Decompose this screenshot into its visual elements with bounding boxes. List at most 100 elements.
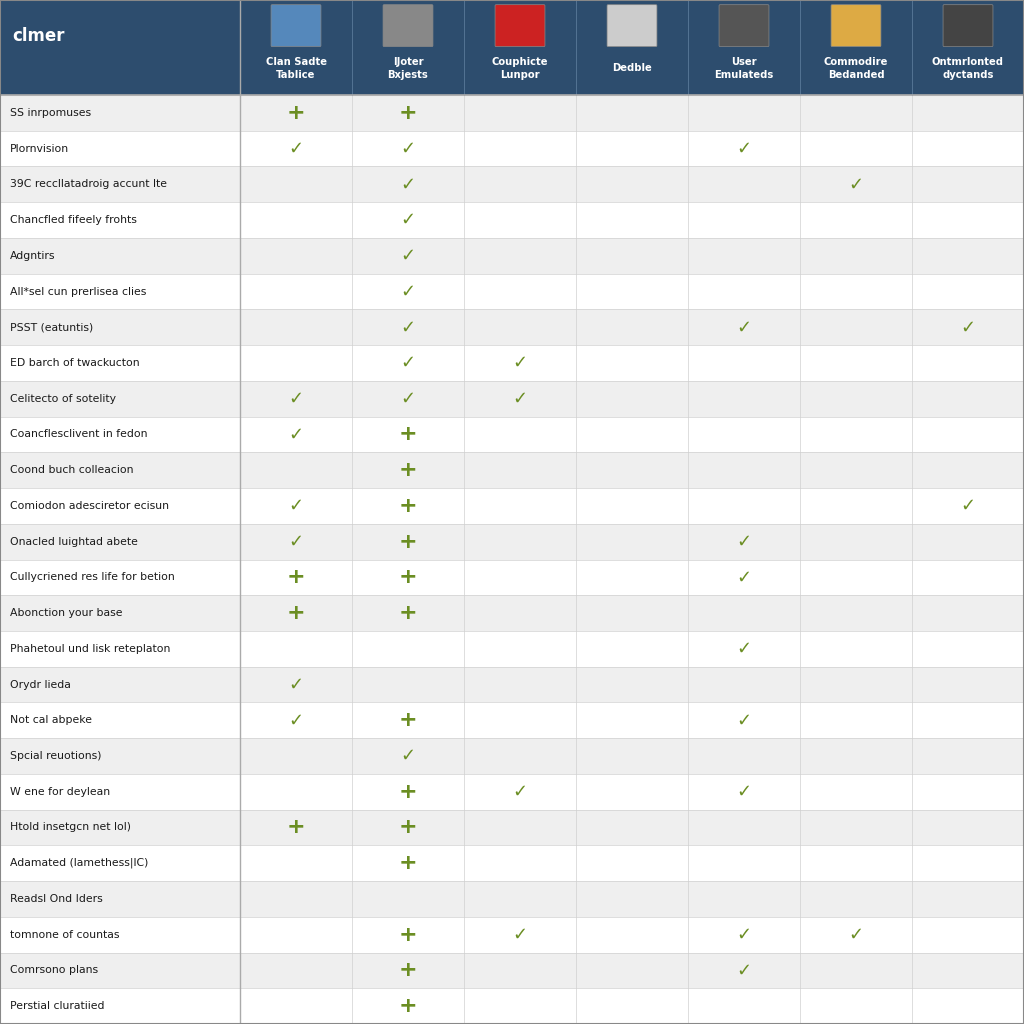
Text: Coond buch colleacion: Coond buch colleacion xyxy=(10,465,133,475)
Text: tomnone of countas: tomnone of countas xyxy=(10,930,120,940)
Text: ✓: ✓ xyxy=(736,532,752,551)
Text: +: + xyxy=(398,853,418,873)
Bar xyxy=(0,738,1024,774)
Text: +: + xyxy=(287,567,305,588)
Text: W ene for deylean: W ene for deylean xyxy=(10,786,111,797)
Text: +: + xyxy=(287,102,305,123)
Text: +: + xyxy=(398,961,418,980)
Text: ✓: ✓ xyxy=(736,318,752,336)
Text: +: + xyxy=(398,925,418,945)
Bar xyxy=(0,988,1024,1024)
FancyBboxPatch shape xyxy=(831,5,881,47)
FancyBboxPatch shape xyxy=(719,5,769,47)
Bar xyxy=(0,916,1024,952)
Text: ✓: ✓ xyxy=(961,497,976,515)
FancyBboxPatch shape xyxy=(495,5,545,47)
Text: Spcial reuotions): Spcial reuotions) xyxy=(10,751,101,761)
Bar xyxy=(0,667,1024,702)
Text: ✓: ✓ xyxy=(289,390,303,408)
Text: ✓: ✓ xyxy=(400,139,416,158)
Bar xyxy=(0,417,1024,453)
Text: +: + xyxy=(398,817,418,838)
Text: Clan Sadte
Tablice: Clan Sadte Tablice xyxy=(265,57,327,80)
Text: ✓: ✓ xyxy=(512,782,527,801)
Text: Dedble: Dedble xyxy=(612,63,652,74)
Text: ✓: ✓ xyxy=(289,425,303,443)
Bar xyxy=(0,309,1024,345)
Text: Couphicte
Lunpor: Couphicte Lunpor xyxy=(492,57,548,80)
Bar xyxy=(0,702,1024,738)
Text: Htold insetgcn net lol): Htold insetgcn net lol) xyxy=(10,822,131,833)
Text: ED barch of twackucton: ED barch of twackucton xyxy=(10,358,139,368)
Text: ✓: ✓ xyxy=(512,354,527,372)
FancyBboxPatch shape xyxy=(607,5,657,47)
Text: Abonction your base: Abonction your base xyxy=(10,608,123,618)
Text: ✓: ✓ xyxy=(400,318,416,336)
Text: ✓: ✓ xyxy=(400,211,416,229)
Text: IJoter
Bxjests: IJoter Bxjests xyxy=(388,57,428,80)
Bar xyxy=(0,0,1024,95)
Text: ✓: ✓ xyxy=(736,962,752,979)
Text: Perstial cluratiied: Perstial cluratiied xyxy=(10,1001,104,1011)
Bar xyxy=(0,453,1024,488)
Text: ✓: ✓ xyxy=(400,354,416,372)
Bar xyxy=(0,488,1024,523)
Text: ✓: ✓ xyxy=(736,926,752,944)
Text: ✓: ✓ xyxy=(289,139,303,158)
Text: Ontmrlonted
dyctands: Ontmrlonted dyctands xyxy=(932,57,1004,80)
Text: ✓: ✓ xyxy=(849,175,863,194)
FancyBboxPatch shape xyxy=(383,5,433,47)
Text: Comiodon adesciretor ecisun: Comiodon adesciretor ecisun xyxy=(10,501,169,511)
Text: Onacled luightad abete: Onacled luightad abete xyxy=(10,537,138,547)
Bar xyxy=(0,559,1024,595)
Text: +: + xyxy=(398,460,418,480)
Text: ✓: ✓ xyxy=(400,247,416,265)
Text: ✓: ✓ xyxy=(961,318,976,336)
Bar xyxy=(0,345,1024,381)
Bar xyxy=(0,881,1024,916)
Text: +: + xyxy=(398,603,418,623)
Text: +: + xyxy=(398,996,418,1016)
Bar xyxy=(0,595,1024,631)
Text: ✓: ✓ xyxy=(736,568,752,587)
Text: ✓: ✓ xyxy=(289,712,303,729)
Text: +: + xyxy=(287,817,305,838)
Bar xyxy=(0,238,1024,273)
Bar xyxy=(0,523,1024,559)
Text: ✓: ✓ xyxy=(289,532,303,551)
Text: clmer: clmer xyxy=(12,27,65,45)
Text: Cullycriened res life for betion: Cullycriened res life for betion xyxy=(10,572,175,583)
FancyBboxPatch shape xyxy=(271,5,321,47)
Text: Adamated (lamethess|lC): Adamated (lamethess|lC) xyxy=(10,858,148,868)
Text: Readsl Ond Iders: Readsl Ond Iders xyxy=(10,894,102,904)
Text: +: + xyxy=(398,531,418,552)
Bar xyxy=(0,202,1024,238)
Text: Not cal abpeke: Not cal abpeke xyxy=(10,716,92,725)
Bar xyxy=(0,631,1024,667)
Text: ✓: ✓ xyxy=(736,640,752,657)
Bar xyxy=(0,167,1024,202)
Text: +: + xyxy=(398,102,418,123)
Bar xyxy=(0,810,1024,846)
Text: ✓: ✓ xyxy=(736,139,752,158)
Text: ✓: ✓ xyxy=(400,390,416,408)
Text: User
Emulateds: User Emulateds xyxy=(715,57,773,80)
Text: Chancfled fifeely frohts: Chancfled fifeely frohts xyxy=(10,215,137,225)
Text: Adgntirs: Adgntirs xyxy=(10,251,55,261)
Text: Commodire
Bedanded: Commodire Bedanded xyxy=(824,57,888,80)
Text: ✓: ✓ xyxy=(849,926,863,944)
Text: +: + xyxy=(398,711,418,730)
Text: Plornvision: Plornvision xyxy=(10,143,70,154)
Bar xyxy=(0,381,1024,417)
Text: ✓: ✓ xyxy=(289,676,303,693)
Text: ✓: ✓ xyxy=(400,748,416,765)
Text: +: + xyxy=(398,424,418,444)
FancyBboxPatch shape xyxy=(943,5,993,47)
Bar xyxy=(0,774,1024,810)
Text: 39C reccllatadroig accunt lte: 39C reccllatadroig accunt lte xyxy=(10,179,167,189)
Text: All*sel cun prerlisea clies: All*sel cun prerlisea clies xyxy=(10,287,146,297)
Text: Celitecto of sotelity: Celitecto of sotelity xyxy=(10,393,116,403)
Text: +: + xyxy=(398,496,418,516)
Text: ✓: ✓ xyxy=(736,712,752,729)
Bar xyxy=(0,95,1024,131)
